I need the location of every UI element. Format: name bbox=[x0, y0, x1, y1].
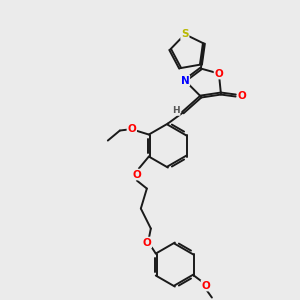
Text: O: O bbox=[142, 238, 151, 248]
Text: O: O bbox=[128, 124, 136, 134]
Text: S: S bbox=[181, 29, 189, 39]
Text: O: O bbox=[238, 91, 246, 100]
Text: O: O bbox=[202, 280, 210, 290]
Text: O: O bbox=[133, 169, 141, 179]
Text: O: O bbox=[214, 68, 223, 79]
Text: N: N bbox=[181, 76, 189, 85]
Text: H: H bbox=[172, 106, 180, 115]
